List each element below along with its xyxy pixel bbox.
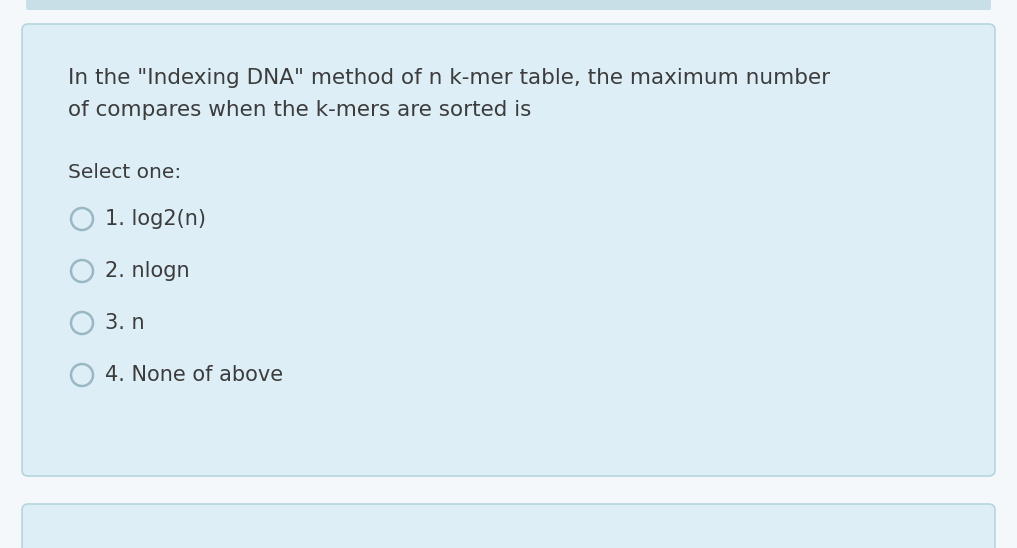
Circle shape <box>71 312 93 334</box>
Text: 4. None of above: 4. None of above <box>105 365 283 385</box>
FancyBboxPatch shape <box>22 24 995 476</box>
Text: 3. n: 3. n <box>105 313 144 333</box>
Circle shape <box>71 364 93 386</box>
FancyBboxPatch shape <box>26 0 991 10</box>
Text: of compares when the k-mers are sorted is: of compares when the k-mers are sorted i… <box>68 100 531 120</box>
Text: In the "Indexing DNA" method of n k-mer table, the maximum number: In the "Indexing DNA" method of n k-mer … <box>68 68 830 88</box>
Circle shape <box>71 208 93 230</box>
Text: Select one:: Select one: <box>68 163 181 182</box>
FancyBboxPatch shape <box>22 504 995 548</box>
Circle shape <box>71 260 93 282</box>
Text: 1. log2(n): 1. log2(n) <box>105 209 206 229</box>
Text: 2. nlogn: 2. nlogn <box>105 261 189 281</box>
